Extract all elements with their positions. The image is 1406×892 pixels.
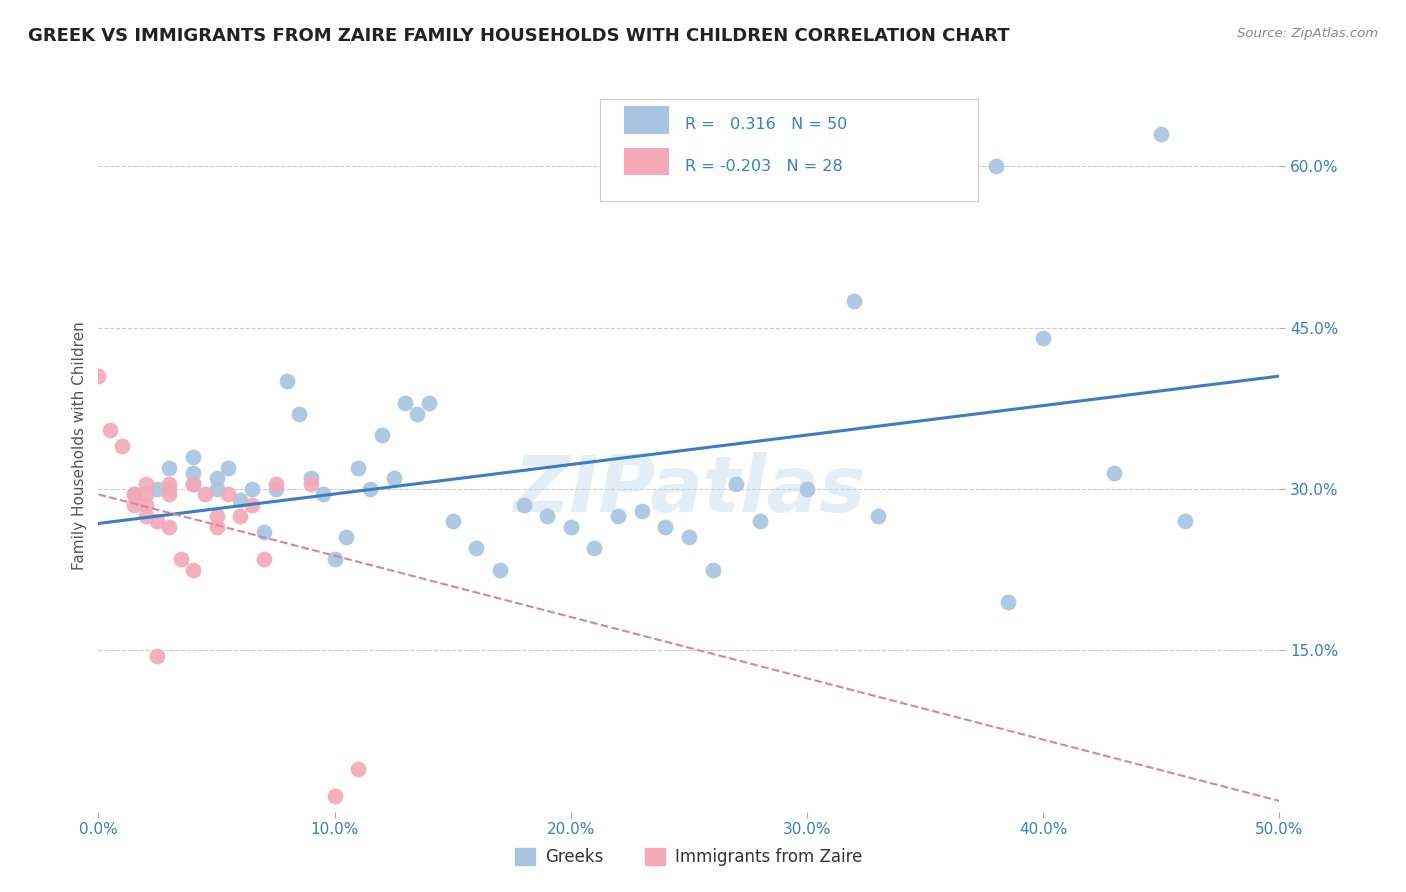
Point — [98, 423, 121, 437]
Point — [205, 482, 228, 496]
Point — [157, 482, 180, 496]
Y-axis label: Family Households with Children: Family Households with Children — [72, 322, 87, 570]
Point — [194, 487, 217, 501]
Point — [630, 503, 652, 517]
Point — [146, 514, 169, 528]
Point — [229, 508, 252, 523]
Point — [347, 762, 370, 776]
Point — [347, 460, 370, 475]
Point — [253, 552, 276, 566]
Point — [796, 482, 818, 496]
FancyBboxPatch shape — [600, 99, 979, 201]
Point — [489, 563, 512, 577]
Point — [654, 519, 676, 533]
Point — [157, 487, 180, 501]
Point — [229, 492, 252, 507]
Point — [288, 407, 311, 421]
Text: GREEK VS IMMIGRANTS FROM ZAIRE FAMILY HOUSEHOLDS WITH CHILDREN CORRELATION CHART: GREEK VS IMMIGRANTS FROM ZAIRE FAMILY HO… — [28, 27, 1010, 45]
Point — [323, 789, 346, 803]
Point — [394, 396, 416, 410]
Point — [299, 476, 322, 491]
Point — [725, 476, 748, 491]
Point — [1102, 466, 1125, 480]
Point — [536, 508, 558, 523]
Point — [441, 514, 464, 528]
Point — [607, 508, 630, 523]
Point — [1150, 127, 1173, 141]
Point — [382, 471, 405, 485]
Text: ZIPatlas: ZIPatlas — [513, 452, 865, 528]
Point — [181, 476, 204, 491]
Point — [205, 508, 228, 523]
Point — [240, 482, 263, 496]
FancyBboxPatch shape — [624, 147, 669, 176]
Point — [335, 530, 357, 544]
Point — [748, 514, 770, 528]
Point — [146, 648, 169, 663]
Point — [157, 460, 180, 475]
Point — [122, 487, 145, 501]
Point — [240, 498, 263, 512]
Point — [1032, 331, 1054, 345]
Point — [371, 428, 394, 442]
Text: R =   0.316   N = 50: R = 0.316 N = 50 — [685, 117, 848, 132]
Point — [323, 552, 346, 566]
Point — [181, 563, 204, 577]
Point — [87, 369, 110, 384]
Point — [157, 476, 180, 491]
Point — [181, 450, 204, 464]
Point — [135, 508, 157, 523]
Point — [122, 487, 145, 501]
Point — [984, 159, 1007, 173]
Point — [146, 482, 169, 496]
Point — [866, 508, 889, 523]
Point — [264, 476, 287, 491]
Point — [359, 482, 381, 496]
Point — [997, 595, 1019, 609]
Point — [583, 541, 606, 556]
Text: R = -0.203   N = 28: R = -0.203 N = 28 — [685, 159, 844, 174]
Point — [1174, 514, 1197, 528]
Point — [276, 375, 298, 389]
Point — [111, 439, 134, 453]
Point — [844, 293, 866, 308]
Point — [217, 487, 239, 501]
Point — [181, 466, 204, 480]
Point — [560, 519, 582, 533]
Point — [264, 482, 287, 496]
Point — [217, 460, 239, 475]
Point — [406, 407, 429, 421]
Point — [205, 519, 228, 533]
Text: Source: ZipAtlas.com: Source: ZipAtlas.com — [1237, 27, 1378, 40]
Point — [253, 524, 276, 539]
Legend: Greeks, Immigrants from Zaire: Greeks, Immigrants from Zaire — [509, 841, 869, 873]
Point — [157, 519, 180, 533]
Point — [678, 530, 700, 544]
Point — [122, 498, 145, 512]
Point — [465, 541, 488, 556]
Point — [299, 471, 322, 485]
Point — [170, 552, 193, 566]
Point — [418, 396, 440, 410]
Point — [512, 498, 534, 512]
Point — [181, 476, 204, 491]
Point — [205, 471, 228, 485]
FancyBboxPatch shape — [624, 106, 669, 134]
Point — [135, 498, 157, 512]
Point — [702, 563, 724, 577]
Point — [135, 487, 157, 501]
Point — [135, 476, 157, 491]
Point — [312, 487, 335, 501]
